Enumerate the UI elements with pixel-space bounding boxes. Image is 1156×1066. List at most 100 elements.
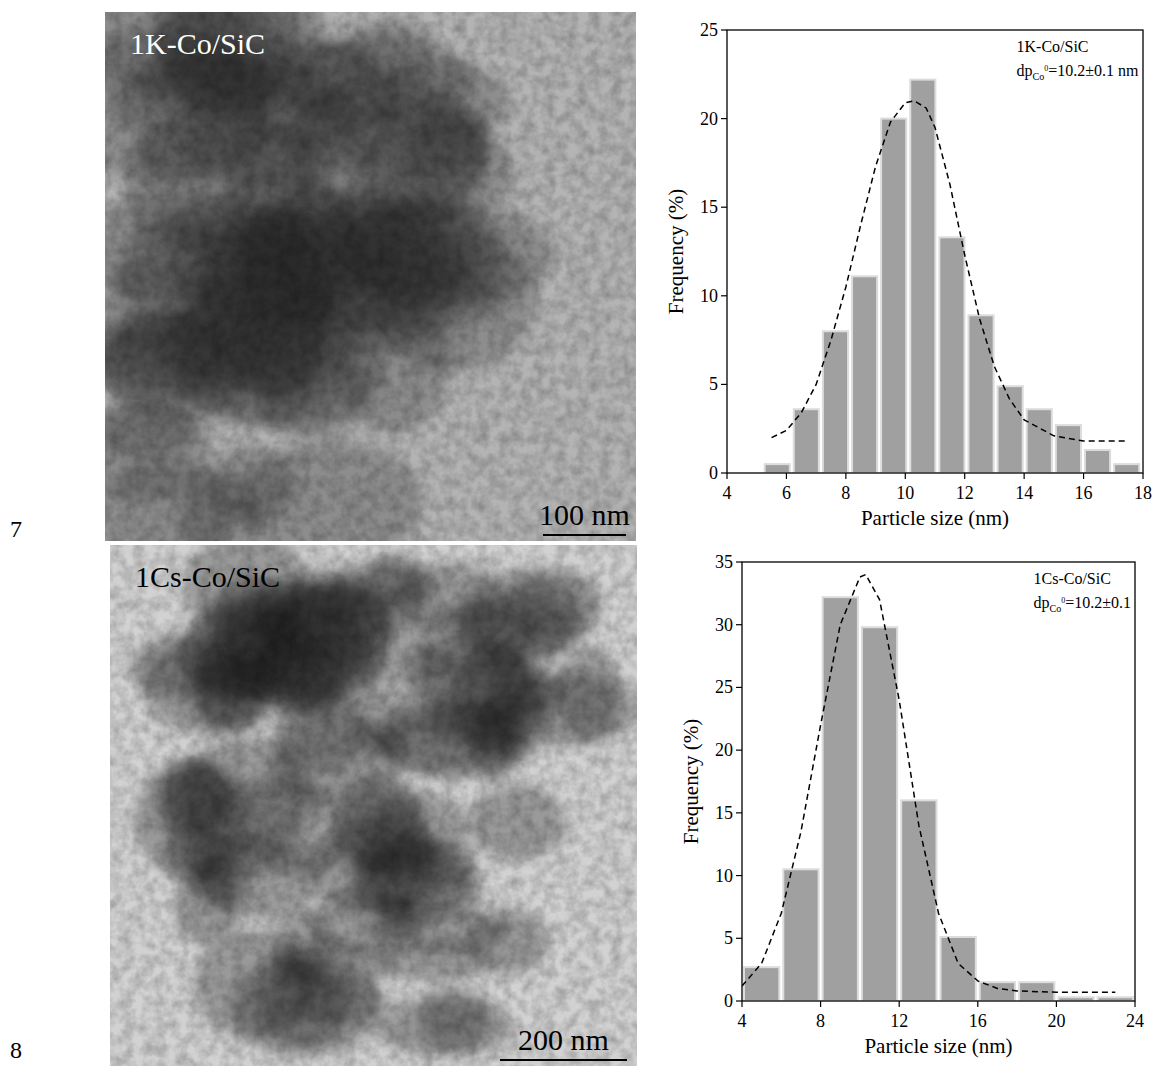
annotation-text: dp	[1017, 62, 1033, 80]
histogram-bar	[980, 982, 1015, 1001]
y-tick	[721, 384, 727, 385]
x-tick	[786, 473, 787, 479]
annotation: dpCo0=10.2±0.1 nm	[1017, 62, 1139, 82]
plot-area	[742, 575, 1133, 1001]
y-tick	[736, 750, 742, 751]
x-tick-label: 16	[1075, 483, 1093, 503]
y-tick-label: 30	[715, 615, 733, 635]
x-tick	[820, 1001, 821, 1007]
x-tick-label: 18	[1134, 483, 1152, 503]
fit-curve	[742, 575, 1115, 993]
scale-bar-label: 100 nm	[539, 498, 630, 531]
scale-bar-label: 200 nm	[518, 1023, 609, 1056]
y-tick	[736, 561, 742, 562]
x-tick	[1083, 473, 1084, 479]
x-tick-label: 12	[956, 483, 974, 503]
x-tick-label: 14	[1015, 483, 1033, 503]
histogram-bar	[1114, 464, 1139, 473]
annotation-sub: Co	[1050, 603, 1062, 614]
y-tick	[736, 1000, 742, 1001]
y-tick-label: 35	[715, 552, 733, 572]
x-tick-label: 16	[969, 1011, 987, 1031]
x-tick	[845, 473, 846, 479]
y-tick	[736, 938, 742, 939]
x-tick	[899, 1001, 900, 1007]
y-tick-label: 5	[724, 928, 733, 948]
x-tick	[1134, 1001, 1135, 1007]
x-tick-label: 8	[841, 483, 850, 503]
x-tick-label: 24	[1126, 1011, 1144, 1031]
y-tick	[736, 624, 742, 625]
x-tick-label: 8	[816, 1011, 825, 1031]
x-tick	[726, 473, 727, 479]
histogram-bar	[852, 276, 877, 473]
histogram-bar	[1056, 425, 1081, 473]
histogram-bar	[910, 80, 935, 473]
tem-image	[105, 12, 636, 541]
y-tick	[721, 118, 727, 119]
x-tick-label: 10	[896, 483, 914, 503]
x-tick	[1024, 473, 1025, 479]
y-tick-label: 10	[715, 866, 733, 886]
annotation: 1K-Co/SiC	[1017, 38, 1089, 55]
y-tick-label: 15	[700, 197, 718, 217]
annotation-text: dp	[1034, 594, 1050, 612]
x-tick-label: 20	[1047, 1011, 1065, 1031]
annotation-rest: =10.2±0.1	[1065, 594, 1131, 611]
line-number: 7	[10, 516, 22, 542]
histogram-bar	[794, 409, 819, 473]
image-background	[110, 545, 637, 1066]
image-background	[105, 12, 636, 541]
y-tick-label: 10	[700, 286, 718, 306]
image-texture	[105, 12, 636, 541]
histogram-bar	[744, 967, 779, 1001]
histogram-bar	[901, 800, 936, 1001]
y-tick	[721, 29, 727, 30]
y-tick	[721, 472, 727, 473]
histogram-bar	[968, 315, 993, 473]
y-tick-label: 15	[715, 803, 733, 823]
y-tick	[736, 687, 742, 688]
y-tick	[721, 295, 727, 296]
x-tick-label: 6	[782, 483, 791, 503]
histogram-bar	[1085, 450, 1110, 473]
histogram-bar	[823, 597, 858, 1001]
x-tick-label: 12	[890, 1011, 908, 1031]
annotation: dpCo0=10.2±0.1	[1034, 594, 1131, 614]
histogram-bar	[765, 464, 790, 473]
histogram-bar	[941, 937, 976, 1001]
histogram-bar	[998, 386, 1023, 473]
plot-frame	[742, 562, 1135, 1001]
x-tick-label: 4	[738, 1011, 747, 1031]
histogram-panel: 46810121416180510152025Particle size (nm…	[664, 20, 1152, 530]
plot-area	[765, 80, 1140, 473]
annotation-sub: Co	[1033, 71, 1045, 82]
x-tick	[964, 473, 965, 479]
line-number: 8	[10, 1037, 22, 1063]
histogram-bar	[783, 869, 818, 1001]
x-tick-label: 4	[723, 483, 732, 503]
tem-image	[110, 545, 637, 1066]
y-tick	[721, 207, 727, 208]
x-tick	[977, 1001, 978, 1007]
histogram-bar	[881, 119, 906, 473]
image-texture	[110, 545, 637, 1066]
y-tick	[736, 812, 742, 813]
histogram-bar	[862, 627, 897, 1001]
histogram-bar	[939, 237, 964, 473]
x-tick	[741, 1001, 742, 1007]
y-tick-label: 0	[709, 463, 718, 483]
y-tick-label: 0	[724, 991, 733, 1011]
x-axis-title: Particle size (nm)	[864, 1034, 1012, 1058]
fit-curve	[772, 101, 1129, 441]
scale-bar	[500, 1059, 627, 1061]
y-tick-label: 5	[709, 374, 718, 394]
image-label: 1K-Co/SiC	[130, 27, 265, 60]
y-tick	[736, 875, 742, 876]
histogram-bar	[1027, 409, 1052, 473]
x-axis-title: Particle size (nm)	[861, 506, 1009, 530]
x-tick	[905, 473, 906, 479]
y-axis-title: Frequency (%)	[679, 719, 703, 844]
plot-frame	[727, 30, 1143, 473]
y-tick-label: 25	[700, 20, 718, 40]
